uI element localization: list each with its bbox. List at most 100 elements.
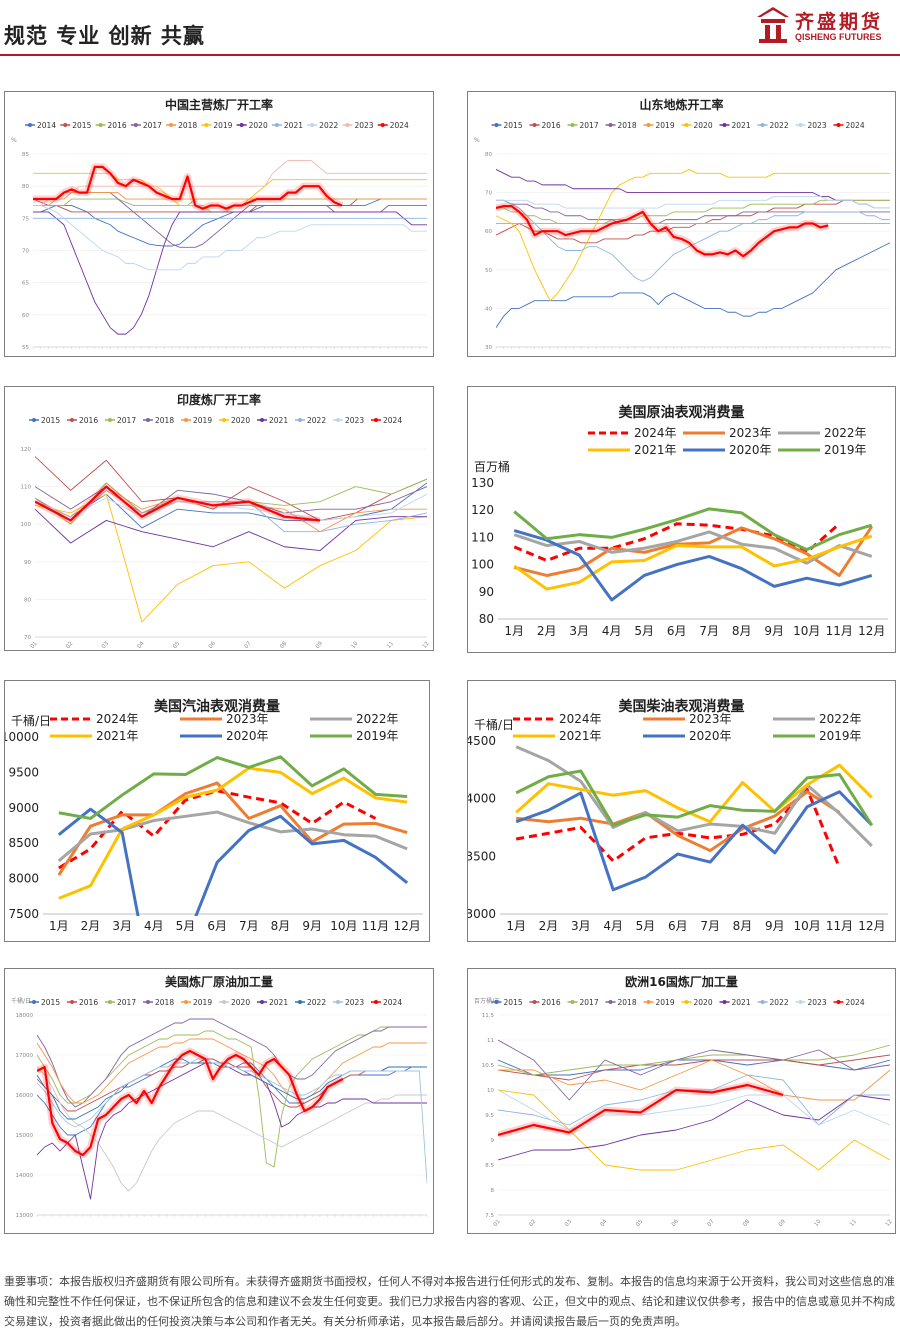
series-line <box>496 199 890 244</box>
legend-entry: 2015 <box>29 998 60 1007</box>
legend-entry: 2016 <box>95 121 127 130</box>
legend-label: 2021年 <box>634 443 677 457</box>
legend-entry: 2022年 <box>778 426 867 440</box>
series-line <box>35 456 427 521</box>
series-line <box>35 493 427 623</box>
x-tick-label: 01 <box>30 641 39 650</box>
x-tick-label: 04 <box>600 1218 609 1228</box>
x-tick-label: 9月 <box>764 624 784 638</box>
india-refinery-svg: 印度炼厂开工率 2015 2016 2017 2018 2019 2020 2021 2022 2… <box>21 392 431 650</box>
y-tick-label: 100 <box>471 558 494 572</box>
legend-label: 2023 <box>808 121 827 130</box>
legend-label: 2019 <box>213 121 232 130</box>
legend-entry: 2024 <box>833 998 865 1007</box>
y-unit-label: 百万桶/天 <box>474 997 500 1005</box>
series-line <box>35 485 321 522</box>
series-line <box>498 1089 890 1131</box>
legend-entry: 2022年 <box>773 712 862 726</box>
y-unit-label: 千桶/日 <box>11 997 31 1005</box>
series-2018 <box>33 192 427 206</box>
x-tick-label: 10月 <box>794 919 821 933</box>
y-tick-label: 9500 <box>8 765 39 779</box>
legend-entry: 2023 <box>795 998 827 1007</box>
y-tick-label: 10000 <box>5 730 39 744</box>
series-2022 <box>496 199 890 282</box>
x-tick-label: 5月 <box>636 919 656 933</box>
x-tick-label: 8月 <box>733 919 753 933</box>
legend-entry: 2020 <box>681 121 713 130</box>
x-tick-label: 05 <box>172 640 181 650</box>
series-line <box>513 522 841 563</box>
y-tick-label: 130 <box>471 476 494 490</box>
legend-entry: 2024年 <box>513 712 602 726</box>
legend-entry: 2015 <box>29 416 60 425</box>
legend-label: 2016 <box>542 998 561 1007</box>
y-tick-label: 80 <box>24 597 31 603</box>
legend-entry: 2024 <box>833 121 865 130</box>
legend-label: 2023 <box>808 998 827 1007</box>
legend-label: 2020年 <box>689 729 732 743</box>
series-2024 <box>37 1047 345 1159</box>
legend-entry: 2016 <box>529 998 561 1007</box>
legend-label: 2016 <box>79 416 98 425</box>
series-2020 <box>498 1089 890 1171</box>
legend-entry: 2021 <box>271 121 303 130</box>
legend-label: 2018 <box>618 998 637 1007</box>
legend-label: 2018 <box>178 121 197 130</box>
x-tick-label: 07 <box>244 640 253 650</box>
series-2020年 <box>513 529 873 602</box>
legend-label: 2022年 <box>819 712 862 726</box>
china-refinery-svg: 中国主营炼厂开工率% 2014 2015 2016 2017 2018 2019 2020 20… <box>11 97 428 351</box>
series-2022 <box>37 1058 427 1120</box>
legend-entry: 2021年 <box>50 729 139 743</box>
y-tick-label: 3000 <box>468 907 496 921</box>
legend-entry: 2017 <box>130 121 162 130</box>
legend-entry: 2024 <box>377 121 409 130</box>
x-tick-label: 12 <box>885 1219 894 1228</box>
x-tick-label: 9月 <box>302 919 322 933</box>
logo-text-en: QISHENG FUTURES <box>795 32 882 42</box>
y-tick-label: 75 <box>22 216 29 222</box>
y-tick-label: 80 <box>479 612 494 626</box>
legend-entry: 2023年 <box>643 712 732 726</box>
legend-entry: 2023 <box>795 121 827 130</box>
legend-entry: 2021年 <box>588 443 677 457</box>
legend-label: 2020 <box>694 998 713 1007</box>
series-2015 <box>496 242 890 328</box>
company-logo: 齐盛期货 QISHENG FUTURES <box>755 5 895 47</box>
legend-entry: 2015 <box>60 121 92 130</box>
series-2021 <box>496 169 890 209</box>
legend-entry: 2018 <box>605 998 637 1007</box>
legend-label: 2019 <box>656 998 675 1007</box>
chart-title: 印度炼厂开工率 <box>177 392 261 407</box>
legend-label: 2016 <box>108 121 127 130</box>
y-tick-label: 90 <box>24 560 31 566</box>
chart-title: 中国主营炼厂开工率 <box>165 97 273 112</box>
y-tick-label: 90 <box>479 585 494 599</box>
legend-entry: 2020年 <box>683 443 772 457</box>
legend-entry: 2023 <box>333 998 364 1007</box>
disclaimer-text: 重要事项：本报告版权归齐盛期货有限公司所有。未获得齐盛期货书面授权，任何人不得对… <box>4 1275 895 1328</box>
legend-entry: 2021 <box>257 416 288 425</box>
series-line <box>515 790 873 892</box>
legend-label: 2023 <box>345 998 364 1007</box>
legend-label: 2023 <box>354 121 373 130</box>
legend-label: 2017 <box>580 121 599 130</box>
legend-entry: 2024年 <box>50 712 139 726</box>
series-2014 <box>33 198 427 247</box>
series-line <box>33 159 427 206</box>
x-tick-label: 07 <box>707 1218 716 1228</box>
series-2021 <box>498 1094 890 1161</box>
legend-entry: 2017 <box>567 998 599 1007</box>
series-line <box>515 745 873 848</box>
legend-entry: 2022 <box>295 998 326 1007</box>
series-line <box>498 1089 890 1171</box>
x-tick-label: 09 <box>315 640 324 650</box>
y-tick-label: 85 <box>22 152 29 158</box>
legend-label: 2019年 <box>819 729 862 743</box>
legend-entry: 2024 <box>371 998 402 1007</box>
legend-entry: 2023 <box>342 121 374 130</box>
legend-label: 2023年 <box>689 712 732 726</box>
series-line <box>33 172 427 213</box>
